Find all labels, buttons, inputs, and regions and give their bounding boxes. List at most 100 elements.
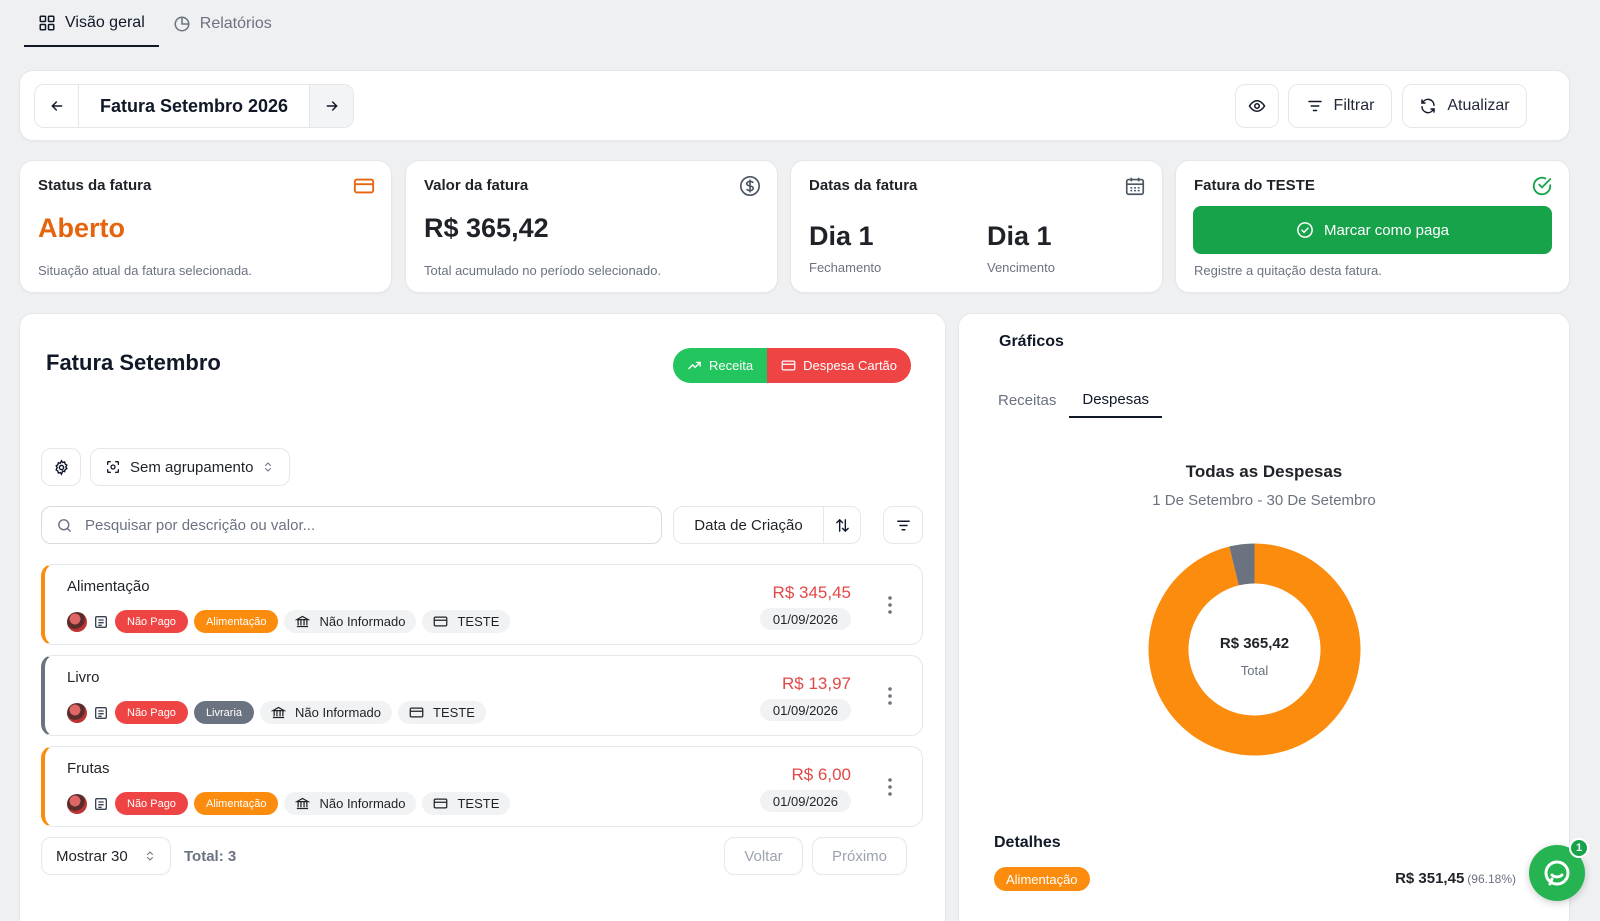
- list-filter-button[interactable]: [883, 506, 923, 544]
- arrow-left-icon: [49, 98, 65, 114]
- transaction-title: Alimentação: [67, 578, 150, 595]
- transaction-amount: R$ 345,45: [772, 583, 851, 602]
- account-chip: Não Informado: [260, 701, 393, 724]
- avatar: [67, 702, 87, 723]
- period-bar: Fatura Setembro 2026 Filtrar Atualizar: [19, 70, 1570, 141]
- due-day-value: Dia 1: [987, 221, 1052, 251]
- more-vertical-icon: [882, 776, 898, 798]
- payment-status-badge: Não Pago: [115, 792, 188, 815]
- sort-field-select[interactable]: Data de Criação: [694, 516, 803, 534]
- credit-card-icon: [409, 705, 424, 720]
- payment-status-badge: Não Pago: [115, 610, 188, 633]
- donut-slice-livraria[interactable]: [1229, 543, 1255, 586]
- transaction-date: 01/09/2026: [759, 790, 851, 812]
- amount-value: R$ 365,42: [424, 213, 549, 243]
- account-chip: Não Informado: [284, 792, 417, 815]
- more-options-button[interactable]: [882, 685, 898, 707]
- sort-direction-button[interactable]: [823, 507, 860, 543]
- donut-slice-alimentacao[interactable]: [1148, 543, 1361, 756]
- trending-up-icon: [687, 358, 702, 373]
- transaction-amount: R$ 13,97: [782, 674, 851, 693]
- status-card-title: Status da fatura: [38, 177, 152, 194]
- add-transaction-group: Receita Despesa Cartão: [673, 348, 912, 383]
- amount-description: Total acumulado no período selecionado.: [424, 263, 662, 278]
- arrow-right-icon: [324, 98, 340, 114]
- gear-icon: [53, 458, 70, 476]
- list-settings-button[interactable]: [41, 448, 81, 486]
- refresh-button[interactable]: Atualizar: [1402, 84, 1527, 128]
- previous-period-button[interactable]: [35, 85, 79, 127]
- previous-page-button[interactable]: Voltar: [724, 837, 803, 875]
- card-invoice-description: Registre a quitação desta fatura.: [1194, 263, 1382, 278]
- more-options-button[interactable]: [882, 776, 898, 798]
- transaction-title: Livro: [67, 669, 100, 686]
- card-name: TESTE: [457, 614, 500, 629]
- filter-button[interactable]: Filtrar: [1288, 84, 1392, 128]
- check-circle-icon: [1296, 221, 1314, 239]
- category-badge: Livraria: [193, 701, 255, 724]
- tab-expense-chart[interactable]: Despesas: [1069, 382, 1163, 418]
- tab-overview[interactable]: Visão geral: [24, 0, 159, 47]
- group-scan-icon: [105, 459, 121, 475]
- charts-panel-title: Gráficos: [999, 333, 1064, 350]
- mark-as-paid-label: Marcar como paga: [1323, 221, 1450, 239]
- details-amount-value: R$ 351,45: [1395, 870, 1465, 887]
- search-input[interactable]: [85, 516, 647, 534]
- add-card-expense-button[interactable]: Despesa Cartão: [767, 348, 912, 383]
- eye-icon: [1248, 97, 1266, 115]
- top-tabs: Visão geral Relatórios: [24, 0, 286, 48]
- details-category-badge: Alimentação: [994, 867, 1090, 891]
- chat-notification-badge: 1: [1569, 838, 1589, 858]
- dollar-circle-icon: [739, 175, 761, 197]
- calendar-icon: [1124, 175, 1146, 197]
- bank-icon: [295, 614, 311, 629]
- more-vertical-icon: [882, 685, 898, 707]
- chevron-updown-icon: [144, 849, 156, 863]
- transaction-row[interactable]: Livro Não Pago Livraria Não Informado TESTE R…: [41, 655, 923, 736]
- transaction-row[interactable]: Frutas Não Pago Alimentação Não Informado TE…: [41, 746, 923, 827]
- amount-card-title: Valor da fatura: [424, 177, 529, 194]
- grid-icon: [38, 14, 56, 32]
- donut-svg: [1148, 543, 1361, 756]
- credit-card-icon: [433, 614, 448, 629]
- credit-card-icon: [781, 358, 796, 373]
- donut-total-label: Total: [1240, 663, 1269, 678]
- tab-income-chart[interactable]: Receitas: [998, 391, 1057, 409]
- bank-icon: [271, 705, 287, 720]
- transaction-row[interactable]: Alimentação Não Pago Alimentação Não Inform…: [41, 564, 923, 645]
- grouping-select[interactable]: Sem agrupamento: [90, 448, 290, 486]
- filter-icon: [895, 517, 912, 534]
- more-options-button[interactable]: [882, 594, 898, 616]
- tab-reports[interactable]: Relatórios: [159, 0, 286, 47]
- invoice-list-icon: [93, 614, 109, 630]
- account-name: Não Informado: [295, 705, 382, 720]
- filter-button-label: Filtrar: [1333, 97, 1375, 114]
- next-period-button[interactable]: [309, 85, 353, 127]
- page-size-value: Mostrar 30: [56, 847, 128, 865]
- charts-panel: Gráficos Receitas Despesas Todas as Desp…: [958, 313, 1570, 921]
- chart-subtitle: 1 De Setembro - 30 De Setembro: [1152, 492, 1376, 509]
- account-name: Não Informado: [319, 796, 406, 811]
- add-income-button[interactable]: Receita: [673, 348, 768, 383]
- avatar: [67, 611, 87, 632]
- amount-card: Valor da fatura R$ 365,42 Total acumulad…: [405, 160, 778, 293]
- page-size-select[interactable]: Mostrar 30: [41, 837, 171, 875]
- tab-reports-label: Relatórios: [199, 14, 272, 32]
- transaction-date: 01/09/2026: [759, 608, 851, 630]
- filter-icon: [1306, 97, 1324, 115]
- invoice-list-icon: [93, 705, 109, 721]
- visibility-toggle-button[interactable]: [1235, 84, 1279, 128]
- donut-total-value: R$ 365,42: [1219, 635, 1290, 652]
- category-badge: Alimentação: [193, 792, 279, 815]
- sort-arrows-icon: [834, 517, 851, 534]
- card-name: TESTE: [433, 705, 475, 720]
- period-title: Fatura Setembro 2026: [99, 95, 289, 116]
- donut-center: R$ 365,42 Total: [1148, 543, 1361, 756]
- next-page-button[interactable]: Próximo: [812, 837, 907, 875]
- card-chip: TESTE: [422, 792, 511, 815]
- card-name: TESTE: [457, 796, 500, 811]
- mark-as-paid-button[interactable]: Marcar como paga: [1193, 206, 1552, 254]
- search-icon: [56, 517, 73, 534]
- add-card-expense-label: Despesa Cartão: [803, 358, 898, 373]
- transaction-tags: Não Pago Livraria Não Informado TESTE: [67, 701, 486, 724]
